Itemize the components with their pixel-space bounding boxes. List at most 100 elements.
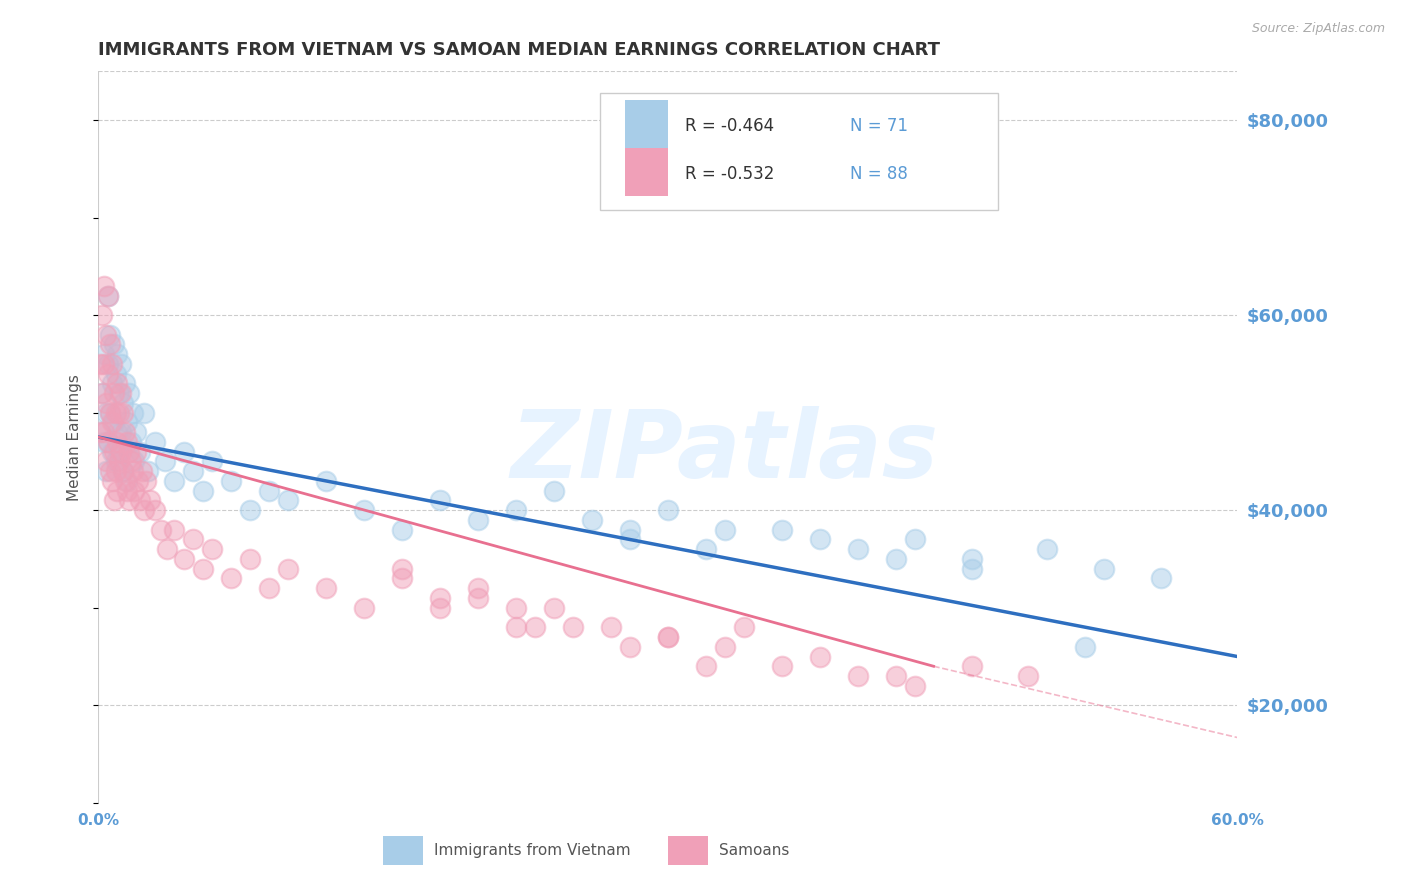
Point (467, 513, 489, 527)
Point (1094, 562, 1116, 576)
Point (1036, 542, 1059, 557)
Point (98, 464, 121, 478)
Point (846, 542, 869, 557)
Point (100, 357, 122, 371)
Point (695, 542, 717, 557)
Point (808, 533, 831, 547)
Point (97, 288, 120, 302)
Point (904, 679, 927, 693)
Point (107, 483, 129, 498)
Point (1074, 640, 1097, 654)
Point (108, 454, 131, 468)
Point (221, 474, 243, 488)
Point (467, 581, 489, 595)
Point (391, 562, 413, 576)
Point (163, 523, 186, 537)
Point (104, 367, 127, 381)
Point (543, 600, 565, 615)
Point (112, 406, 135, 420)
Point (118, 386, 141, 401)
Point (104, 406, 127, 420)
Point (93, 425, 115, 440)
Point (91, 308, 114, 322)
Point (173, 552, 195, 566)
Text: Immigrants from Vietnam: Immigrants from Vietnam (434, 843, 631, 858)
Text: N = 88: N = 88 (851, 165, 908, 183)
Point (505, 600, 527, 615)
Point (98, 337, 121, 351)
Bar (382, 836, 423, 865)
Point (118, 493, 141, 508)
Point (145, 503, 167, 517)
Point (1150, 572, 1173, 586)
Point (107, 434, 129, 449)
Point (115, 474, 138, 488)
Point (846, 669, 869, 683)
Point (103, 386, 125, 401)
Point (107, 425, 129, 440)
Point (94, 396, 117, 410)
Point (94, 327, 117, 342)
Point (121, 406, 143, 420)
FancyBboxPatch shape (599, 94, 998, 211)
Point (391, 572, 413, 586)
Point (100, 474, 122, 488)
Point (115, 483, 138, 498)
Point (619, 533, 641, 547)
Point (619, 523, 641, 537)
Point (277, 493, 299, 508)
Point (960, 552, 983, 566)
Point (94, 454, 117, 468)
Point (89, 425, 111, 440)
Point (118, 444, 141, 458)
Point (733, 620, 755, 634)
Point (100, 376, 122, 391)
Point (112, 464, 135, 478)
Point (191, 483, 214, 498)
Bar (624, 148, 668, 195)
Point (129, 444, 152, 458)
Point (150, 523, 173, 537)
Text: Source: ZipAtlas.com: Source: ZipAtlas.com (1251, 22, 1385, 36)
Point (429, 591, 451, 605)
Point (524, 620, 547, 634)
Point (121, 464, 143, 478)
Point (114, 376, 136, 391)
Point (239, 503, 262, 517)
Point (114, 425, 136, 440)
Point (91, 386, 114, 401)
Point (259, 581, 281, 595)
Point (120, 434, 142, 449)
Point (145, 434, 167, 449)
Point (132, 503, 155, 517)
Point (107, 347, 129, 361)
Point (103, 337, 125, 351)
Point (391, 523, 413, 537)
Point (93, 434, 115, 449)
Point (239, 552, 262, 566)
Point (104, 464, 127, 478)
Point (136, 464, 159, 478)
Point (153, 454, 176, 468)
Point (89, 425, 111, 440)
Point (277, 562, 299, 576)
Point (657, 630, 679, 644)
Point (131, 464, 153, 478)
Point (110, 357, 132, 371)
Point (183, 464, 205, 478)
Point (315, 474, 337, 488)
Point (353, 600, 375, 615)
Point (112, 396, 135, 410)
Point (103, 416, 125, 430)
Point (135, 474, 157, 488)
Point (115, 434, 138, 449)
Point (156, 542, 179, 557)
Text: N = 71: N = 71 (851, 117, 908, 135)
Bar (668, 836, 707, 865)
Point (129, 493, 152, 508)
Point (98, 327, 121, 342)
Point (108, 406, 131, 420)
Point (103, 444, 125, 458)
Point (93, 347, 115, 361)
Point (100, 416, 122, 430)
